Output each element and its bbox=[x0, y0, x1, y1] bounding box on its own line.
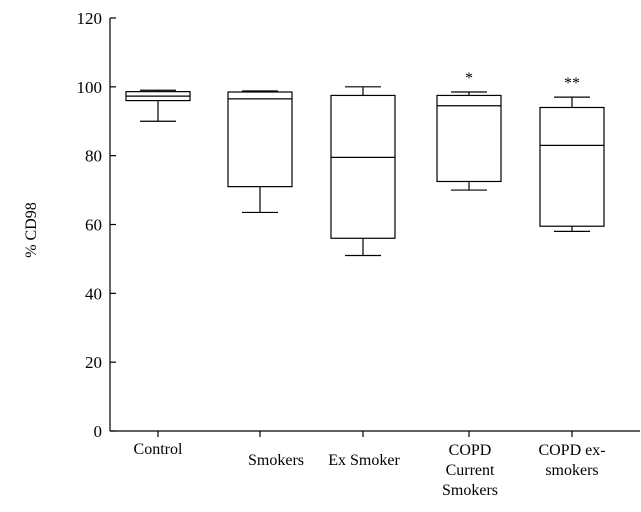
box-iqr bbox=[436, 94, 502, 183]
significance-marker: ** bbox=[564, 75, 580, 92]
y-tick-label: 120 bbox=[77, 9, 103, 28]
significance-annotations: * ** bbox=[465, 70, 580, 92]
category-label-line: Smokers bbox=[248, 452, 304, 469]
category-label-line: Smokers bbox=[442, 482, 498, 499]
y-tick-label: 80 bbox=[85, 147, 102, 166]
box-2 bbox=[330, 86, 396, 257]
y-axis-title: % CD98 bbox=[23, 202, 40, 258]
y-tick-label: 20 bbox=[85, 353, 102, 372]
y-tick-label: 0 bbox=[94, 422, 103, 441]
category-label: Control bbox=[134, 441, 183, 458]
category-label-line: smokers bbox=[545, 462, 598, 479]
category-label-line: Ex Smoker bbox=[328, 452, 400, 469]
box-iqr bbox=[539, 106, 605, 227]
y-axis: 0 20 40 60 80 100 120 bbox=[77, 9, 116, 441]
y-tick-label: 60 bbox=[85, 216, 102, 235]
category-label-line: Current bbox=[446, 462, 495, 479]
category-label-line: COPD bbox=[449, 442, 492, 459]
y-tick-label: 40 bbox=[85, 284, 102, 303]
box-iqr bbox=[330, 94, 396, 239]
box-1 bbox=[227, 90, 293, 214]
y-tick-label: 100 bbox=[77, 78, 103, 97]
box-0 bbox=[125, 89, 191, 122]
category-label: Ex Smoker bbox=[328, 452, 400, 469]
box-iqr bbox=[227, 91, 293, 188]
box-3 bbox=[436, 91, 502, 191]
category-label: COPD Current Smokers bbox=[442, 442, 498, 499]
box-4 bbox=[539, 96, 605, 232]
category-label-line: COPD ex- bbox=[538, 442, 605, 459]
significance-marker: * bbox=[465, 70, 473, 87]
category-label: Smokers bbox=[248, 452, 304, 469]
category-label: COPD ex-smokers bbox=[538, 442, 605, 479]
x-axis bbox=[110, 430, 640, 437]
category-label-line: Control bbox=[134, 441, 183, 458]
boxes bbox=[125, 86, 605, 257]
category-labels: Control Smokers Ex Smoker COPD Current Smoker… bbox=[134, 441, 606, 499]
